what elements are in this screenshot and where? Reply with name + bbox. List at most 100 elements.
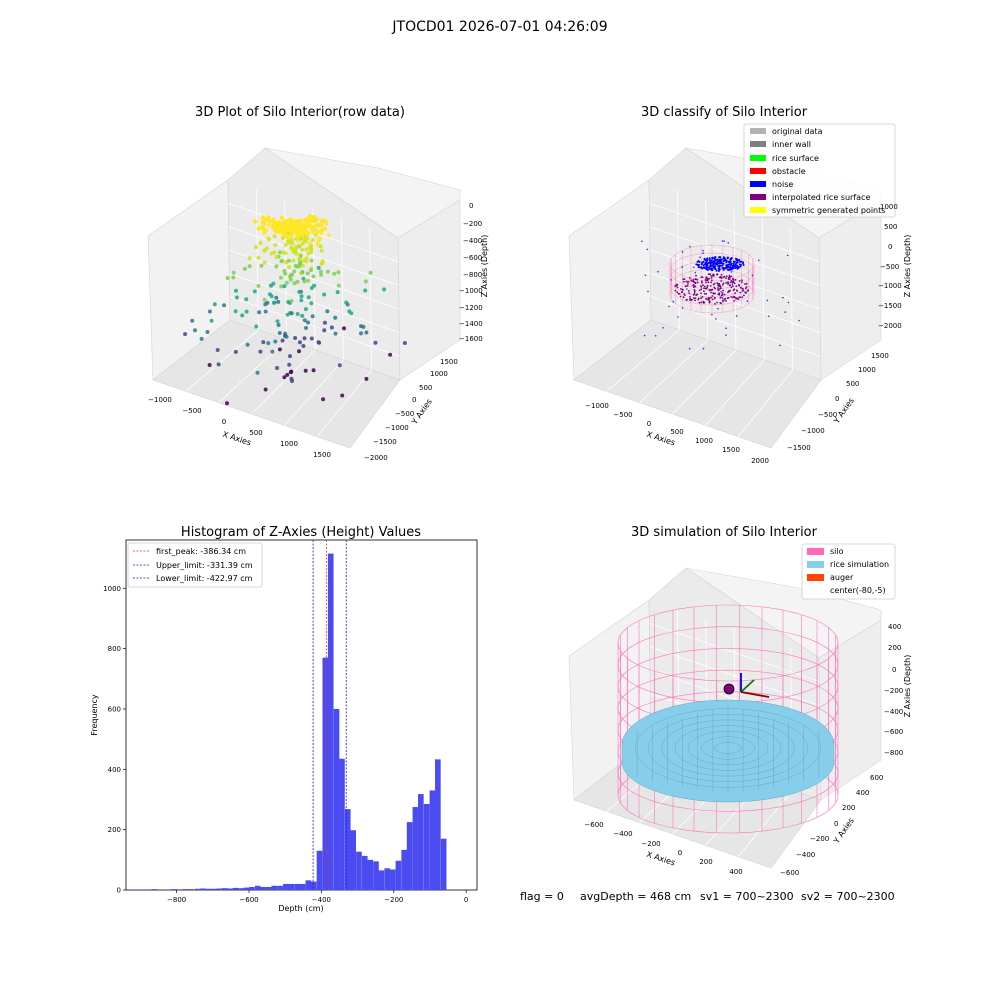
classify-noise-point (731, 283, 734, 286)
raw-point (306, 278, 310, 283)
classify-noise-point (751, 274, 754, 277)
raw-point (297, 289, 302, 294)
raw-point (309, 301, 314, 306)
classify-noise-point (715, 318, 717, 320)
classify-interpolated-point (714, 287, 716, 290)
pane-gridline (639, 339, 708, 403)
raw-point (402, 341, 407, 345)
sv2-readout: sv2 = 700~2300 (801, 890, 895, 903)
classify-interpolated-point (682, 296, 685, 299)
classify-noise-point (746, 300, 749, 302)
raw-point (290, 229, 295, 234)
histogram-bar (429, 790, 436, 890)
classify-noise-point (725, 267, 728, 270)
classify-interpolated-point (693, 288, 696, 291)
raw-point (277, 347, 282, 352)
histogram-bar (243, 887, 250, 890)
classify-interpolated-point (681, 288, 684, 291)
simulation-z-tick: 400 (888, 623, 901, 631)
classify-noise-point (716, 263, 719, 266)
classify-noise-point (709, 262, 712, 264)
raw-point (277, 331, 282, 335)
raw-point (289, 369, 294, 374)
histogram-x-tick: −400 (312, 896, 331, 904)
axis-arrow-x (740, 691, 770, 698)
raw-point (233, 309, 238, 314)
histogram-bar (378, 870, 385, 890)
legend-swatch-inner-wall (750, 141, 766, 147)
classify-interpolated-point (723, 293, 726, 296)
raw-point (288, 273, 293, 278)
raw-point (301, 258, 306, 263)
classify-interpolated-point (701, 296, 704, 298)
classify-noise-point (654, 335, 657, 337)
classify-interpolated-point (739, 291, 742, 294)
classify-noise-point (708, 257, 711, 260)
classify-interpolated-point (695, 294, 698, 296)
raw-point (295, 312, 300, 316)
classify-interpolated-point (720, 273, 723, 276)
raw-point (234, 288, 238, 293)
raw-point (259, 225, 265, 230)
raw-point (231, 275, 236, 280)
pane-gridline (228, 249, 400, 310)
raw-point (244, 297, 249, 302)
classify-noise-point (712, 273, 715, 276)
classify-z-tick: −2000 (878, 322, 902, 330)
classify-legend-frame (743, 123, 896, 218)
pane-gridline (737, 789, 793, 857)
histogram-bar (299, 883, 306, 890)
histogram-x-tick: −800 (167, 896, 186, 904)
classify-interpolated-point (741, 279, 743, 282)
raw-z-tick: −1600 (459, 335, 483, 343)
legend-label-rice-simulation: rice simulation (830, 560, 889, 569)
classify-interpolated-point (712, 292, 715, 295)
simulation-x-tick: 200 (699, 858, 712, 866)
raw-point (302, 279, 307, 284)
raw-point (382, 287, 387, 292)
classify-interpolated-point (736, 297, 739, 300)
sv1-readout: sv1 = 700~2300 (700, 890, 794, 903)
raw-point (344, 300, 349, 305)
classify-interpolated-point (683, 280, 685, 283)
raw-point (266, 341, 271, 346)
raw-point (304, 247, 309, 252)
classify-interpolated-point (721, 292, 724, 295)
legend-label-silo: silo (830, 547, 844, 556)
classify-noise-point (727, 242, 730, 244)
classify-noise-point (708, 268, 711, 270)
classify-noise-point (723, 240, 725, 242)
raw-point (263, 309, 268, 314)
simulation-x-label: X Axies (645, 850, 676, 868)
rice-mesh-ring (648, 714, 808, 782)
classify-interpolated-point (695, 274, 697, 277)
raw-point (274, 295, 279, 300)
raw-point (207, 363, 212, 367)
simulation-z-label: Z Axies (Depth) (903, 655, 912, 718)
histogram-bar (277, 885, 283, 890)
classify-interpolated-point (708, 301, 711, 304)
classify-noise-point (735, 315, 738, 317)
raw-point (276, 299, 281, 304)
raw-point (309, 225, 315, 230)
classify-points (641, 240, 800, 350)
legend-label-inner-wall: inner wall (772, 140, 811, 149)
raw-point (299, 298, 304, 303)
pane-gridline (185, 329, 259, 392)
histogram-bar (344, 809, 351, 890)
classify-x-tick: 1500 (722, 446, 740, 454)
simulation-y-tick: −200 (810, 835, 829, 843)
pane-gridline (229, 296, 400, 357)
raw-point (281, 223, 286, 229)
classify-interpolated-point (733, 288, 736, 291)
histogram-bar (288, 883, 295, 890)
simulation-plot: 3D simulation of Silo Interior silo rice… (568, 525, 912, 877)
histogram-title: Histogram of Z-Axies (Height) Values (181, 525, 421, 540)
histogram-reference-lines (312, 540, 347, 890)
classify-z-tick: 500 (884, 223, 897, 231)
classify-interpolated-point (700, 288, 703, 291)
legend-swatch-auger (807, 574, 824, 581)
classify-noise-point (686, 288, 688, 290)
raw-point (263, 387, 268, 392)
raw-point (336, 283, 341, 288)
